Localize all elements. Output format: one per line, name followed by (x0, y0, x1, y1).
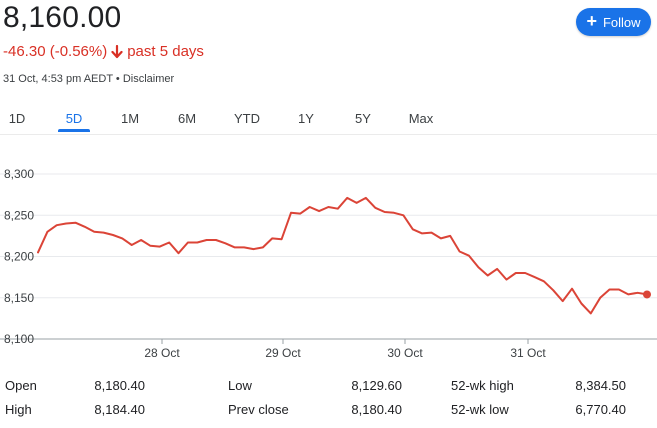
x-tick-label: 29 Oct (265, 346, 301, 360)
y-tick-label: 8,250 (4, 208, 34, 222)
tabs-divider (0, 134, 657, 135)
stat-label-open: Open (5, 378, 37, 393)
y-tick-label: 8,100 (4, 332, 34, 346)
tab-6m[interactable]: 6M (177, 110, 197, 126)
time-range-tabs: 1D 5D 1M 6M YTD 1Y 5Y Max (0, 105, 657, 135)
follow-button[interactable]: + Follow (576, 8, 651, 36)
stat-value-high: 8,184.40 (94, 402, 145, 417)
stat-label-low: Low (228, 378, 252, 393)
price-change: -46.30 (-0.56%) past 5 days (3, 43, 204, 61)
tab-max[interactable]: Max (408, 110, 434, 126)
stat-label-prev-close: Prev close (228, 402, 289, 417)
tab-1d[interactable]: 1D (8, 110, 26, 126)
last-price-dot (643, 290, 651, 299)
price-chart[interactable]: 8,300 8,250 8,200 8,150 8,100 28 Oct 29 Oct 30… (0, 150, 657, 370)
tab-1m[interactable]: 1M (120, 110, 140, 126)
price-line (37, 196, 648, 315)
stat-label-52wk-low: 52-wk low (451, 402, 509, 417)
x-tick-label: 28 Oct (144, 346, 180, 360)
x-tick-label: 30 Oct (387, 346, 423, 360)
stat-value-prev-close: 8,180.40 (351, 402, 402, 417)
tab-5y[interactable]: 5Y (355, 110, 371, 126)
tab-ytd[interactable]: YTD (234, 110, 260, 126)
quote-timestamp: 31 Oct, 4:53 pm AEDT • Disclaimer (3, 73, 175, 85)
follow-label: Follow (602, 14, 641, 30)
change-amount: -46.30 (-0.56%) (3, 43, 108, 60)
stat-value-52wk-high: 8,384.50 (575, 378, 626, 393)
stat-value-52wk-low: 6,770.40 (575, 402, 626, 417)
plus-icon: + (586, 11, 597, 31)
x-tick-label: 31 Oct (510, 346, 546, 360)
stat-label-high: High (5, 402, 32, 417)
stock-price: 8,160.00 (3, 1, 122, 34)
change-period: past 5 days (127, 43, 204, 60)
tab-1y[interactable]: 1Y (298, 110, 314, 126)
y-tick-label: 8,300 (4, 167, 34, 181)
tab-5d[interactable]: 5D (58, 105, 90, 132)
stat-label-52wk-high: 52-wk high (451, 378, 514, 393)
y-tick-label: 8,150 (4, 291, 34, 305)
arrow-down-icon (111, 45, 123, 59)
stat-value-low: 8,129.60 (351, 378, 402, 393)
y-tick-label: 8,200 (4, 250, 34, 264)
stat-value-open: 8,180.40 (94, 378, 145, 393)
